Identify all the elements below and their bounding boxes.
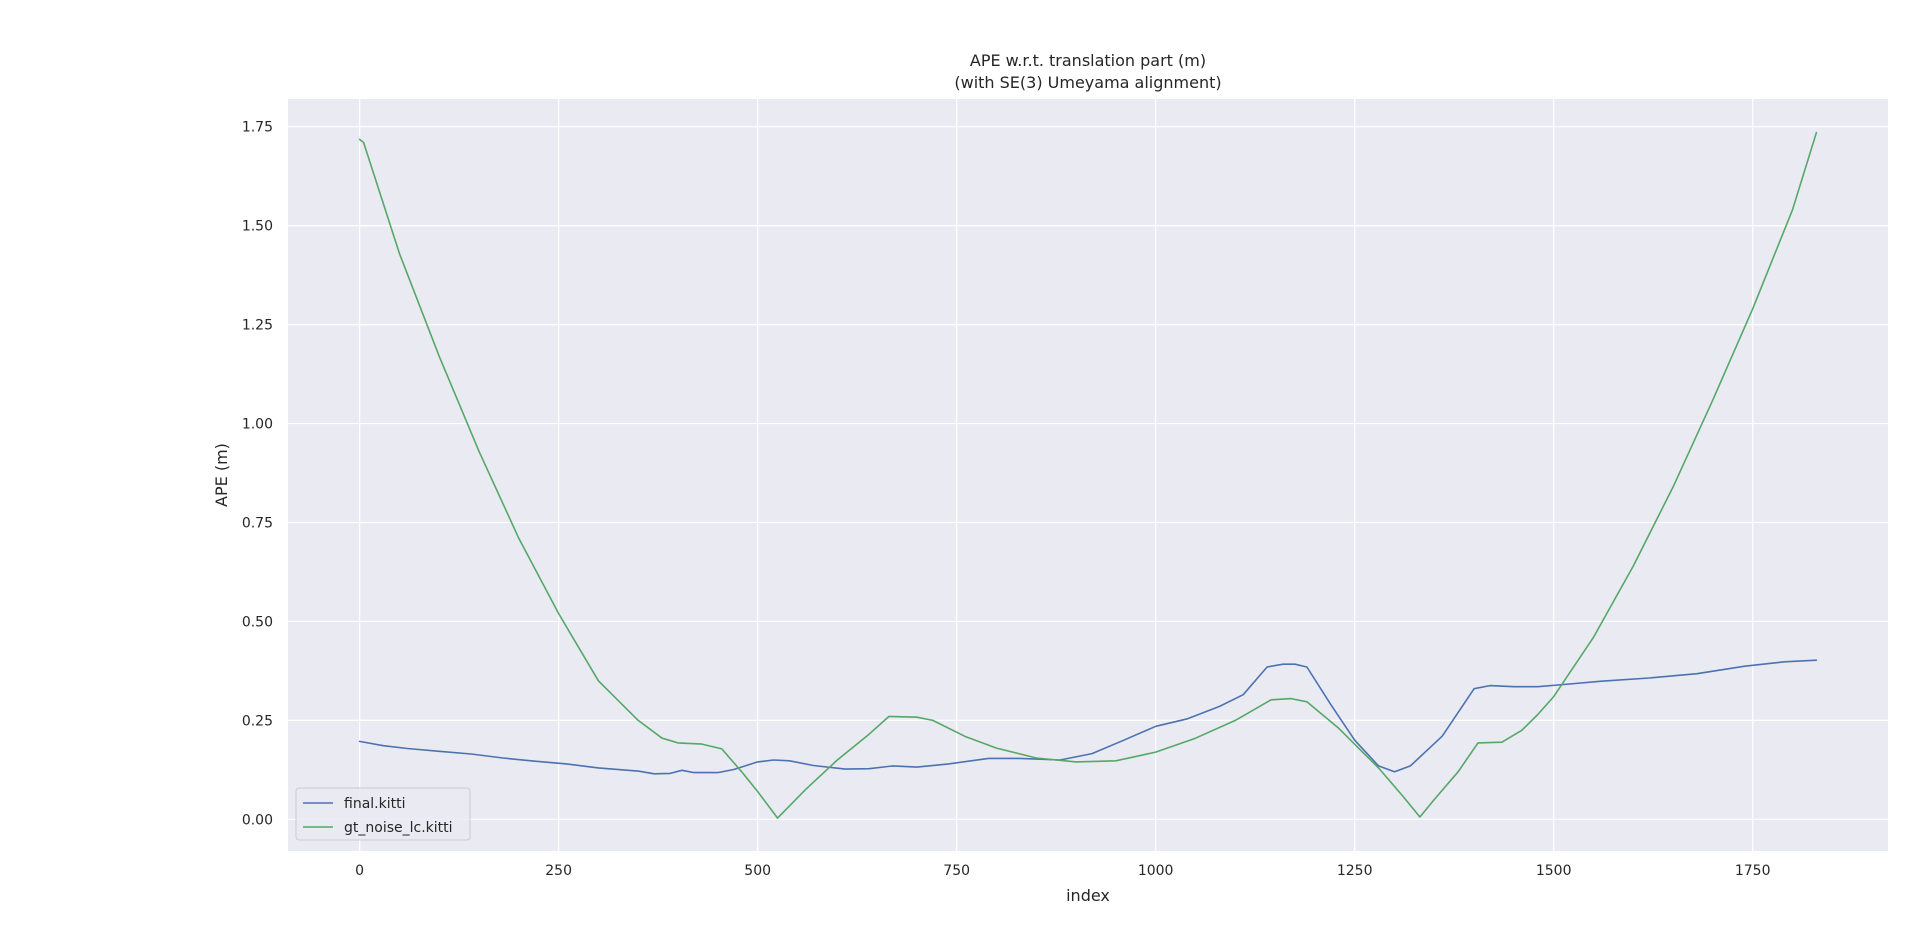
grid: [288, 99, 1888, 851]
legend: final.kitti gt_noise_lc.kitti: [295, 787, 471, 841]
x-tick-label: 1750: [1735, 863, 1771, 879]
y-axis-label: APE (m): [212, 443, 231, 507]
chart-title-line-2: (with SE(3) Umeyama alignment): [954, 73, 1221, 92]
y-tick-label: 0.25: [242, 713, 273, 729]
series-lines: [358, 131, 1818, 819]
chart-title-line-1: APE w.r.t. translation part (m): [970, 51, 1206, 70]
legend-label-gt-noise-lc-kitti: gt_noise_lc.kitti: [344, 820, 453, 836]
y-tick-label: 1.50: [242, 219, 273, 235]
y-tick-label: 1.00: [242, 417, 273, 433]
x-axis-ticks: 0 250 500 750 1000 1250 1500 1750: [355, 863, 1770, 879]
y-axis-ticks: 0.00 0.25 0.50 0.75 1.00 1.25 1.50 1.75: [242, 120, 273, 829]
y-tick-label: 0.75: [242, 515, 273, 531]
y-tick-label: 0.00: [242, 812, 273, 828]
y-tick-label: 1.25: [242, 318, 273, 334]
x-tick-label: 750: [943, 863, 970, 879]
legend-label-final-kitti: final.kitti: [344, 796, 405, 812]
x-tick-label: 1000: [1138, 863, 1174, 879]
y-tick-label: 1.75: [242, 120, 273, 136]
plot-area: [288, 99, 1888, 851]
x-tick-label: 0: [355, 863, 364, 879]
x-tick-label: 500: [744, 863, 771, 879]
series-line-1: [358, 131, 1818, 819]
y-tick-label: 0.50: [242, 614, 273, 630]
x-tick-label: 250: [545, 863, 572, 879]
x-tick-label: 1500: [1536, 863, 1572, 879]
x-axis-label: index: [1066, 886, 1110, 905]
legend-box: [295, 787, 471, 841]
x-tick-label: 1250: [1337, 863, 1373, 879]
